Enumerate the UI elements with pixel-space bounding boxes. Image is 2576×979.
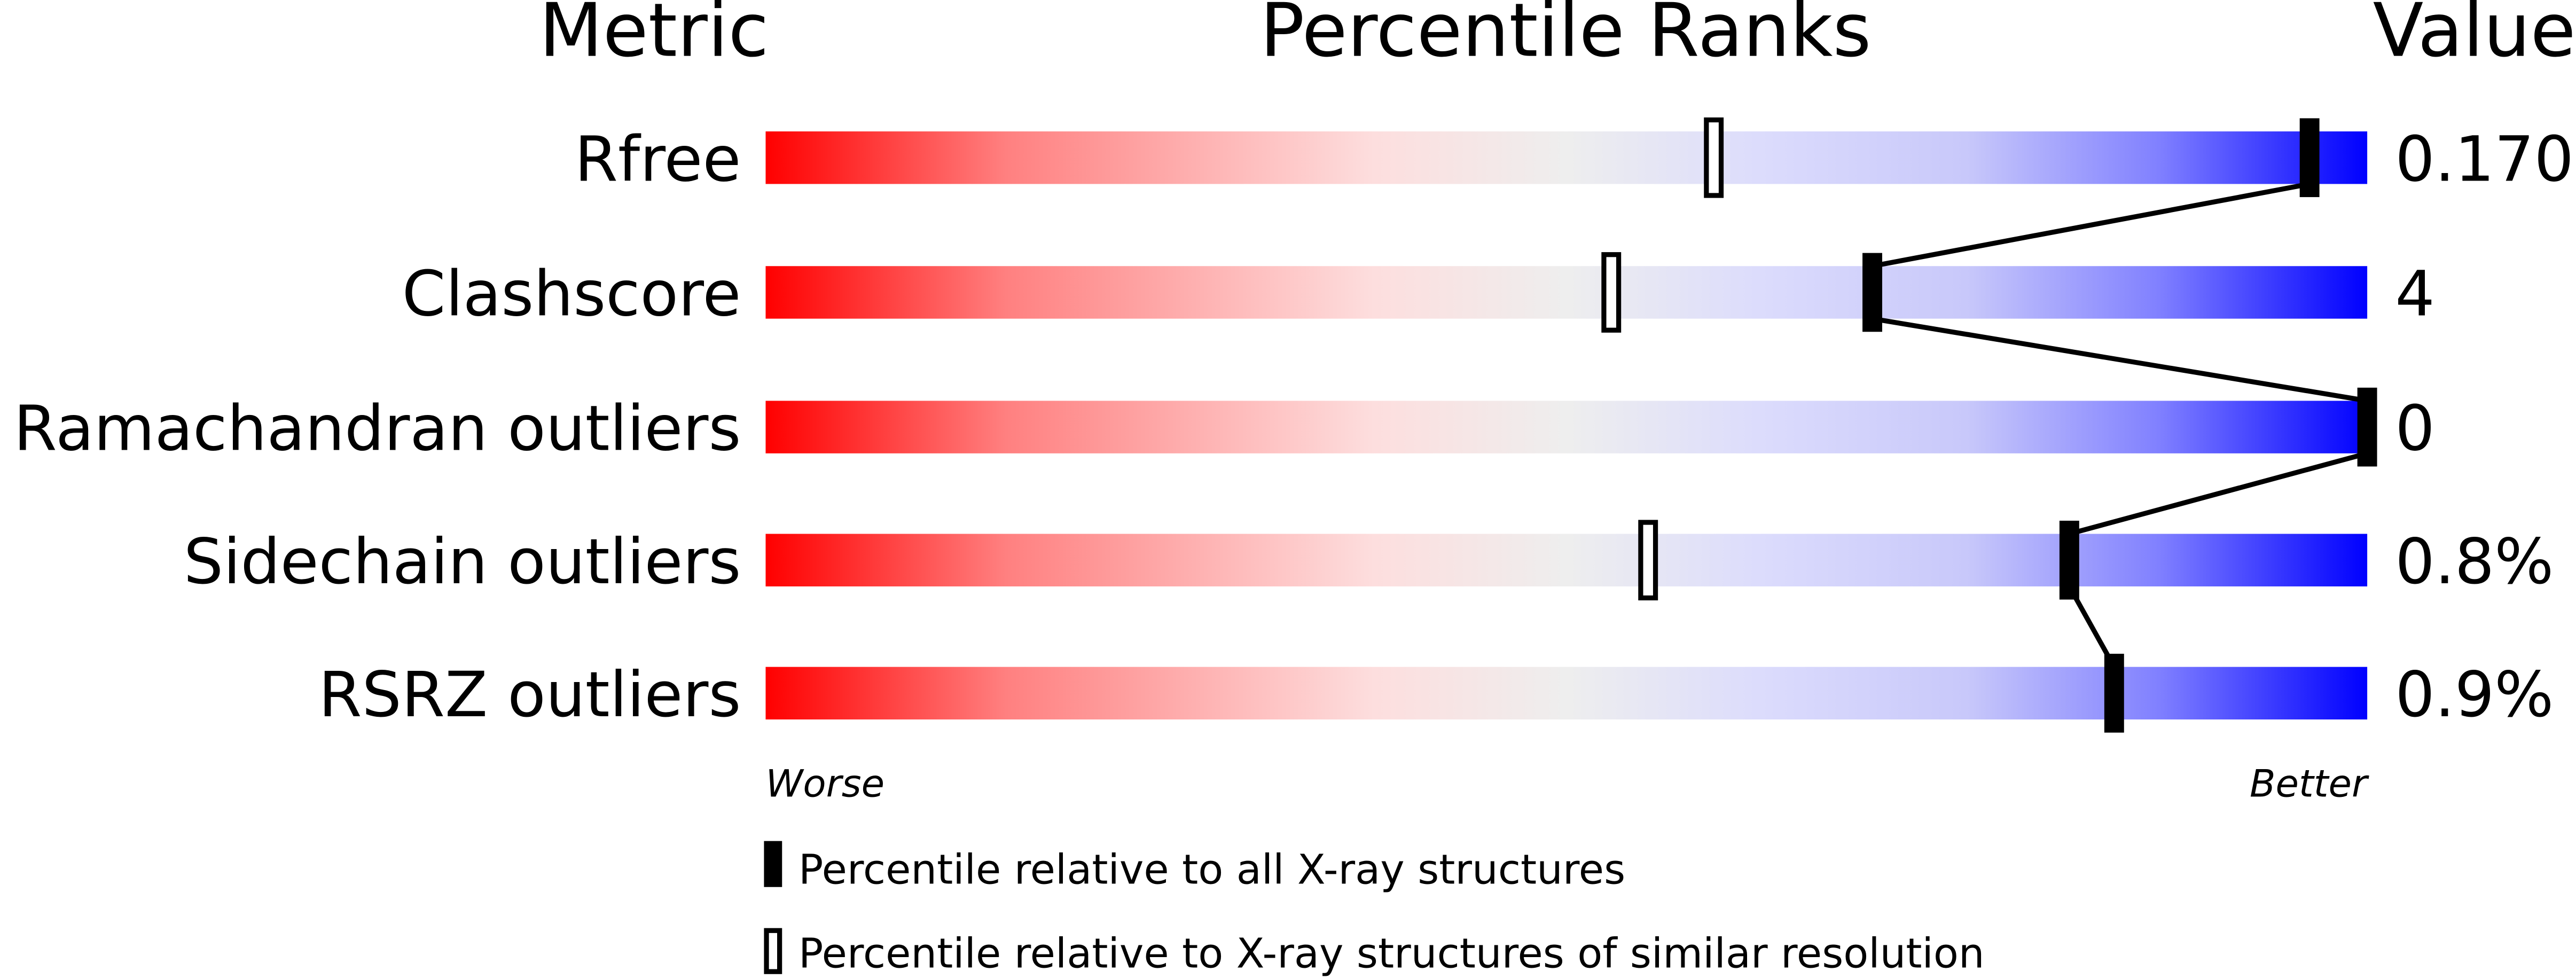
axis-better-label: Better bbox=[2250, 762, 2369, 806]
all-structures-marker bbox=[2104, 654, 2124, 733]
legend-open-marker bbox=[764, 928, 782, 974]
header-value: Value bbox=[2373, 0, 2576, 74]
metric-value: 0 bbox=[2395, 393, 2434, 465]
percentile-bar bbox=[765, 667, 2368, 720]
metric-label: Sidechain outliers bbox=[184, 526, 741, 598]
legend-all-label: Percentile relative to all X-ray structu… bbox=[798, 847, 1625, 894]
percentile-bar bbox=[765, 131, 2368, 184]
similar-resolution-marker bbox=[1601, 252, 1622, 333]
similar-resolution-marker bbox=[1704, 117, 1724, 198]
connector-line bbox=[1872, 181, 2311, 269]
connector-line bbox=[1872, 316, 2368, 403]
metric-label: Clashscore bbox=[402, 257, 741, 330]
metric-value: 4 bbox=[2395, 257, 2434, 330]
header-percentile: Percentile Ranks bbox=[1260, 0, 1872, 74]
metric-label: RSRZ outliers bbox=[318, 659, 741, 731]
legend-filled-marker bbox=[764, 841, 782, 887]
header-metric: Metric bbox=[539, 0, 769, 74]
metric-value: 0.170 bbox=[2395, 123, 2574, 195]
axis-worse-label: Worse bbox=[765, 762, 884, 806]
metric-label: Ramachandran outliers bbox=[13, 393, 741, 465]
percentile-bar bbox=[765, 534, 2368, 586]
similar-resolution-marker bbox=[1638, 520, 1658, 601]
metric-label: Rfree bbox=[575, 123, 741, 195]
metric-value: 0.8% bbox=[2395, 526, 2554, 598]
all-structures-marker bbox=[1862, 253, 1882, 332]
all-structures-marker bbox=[2357, 387, 2377, 467]
metric-value: 0.9% bbox=[2395, 659, 2554, 731]
connector-line bbox=[2069, 451, 2368, 536]
connector-line bbox=[2067, 585, 2117, 668]
percentile-bar bbox=[765, 266, 2368, 319]
percentile-bar bbox=[765, 401, 2368, 453]
all-structures-marker bbox=[2299, 118, 2320, 198]
legend-similar-label: Percentile relative to X-ray structures … bbox=[798, 930, 1985, 977]
all-structures-marker bbox=[2059, 520, 2079, 600]
